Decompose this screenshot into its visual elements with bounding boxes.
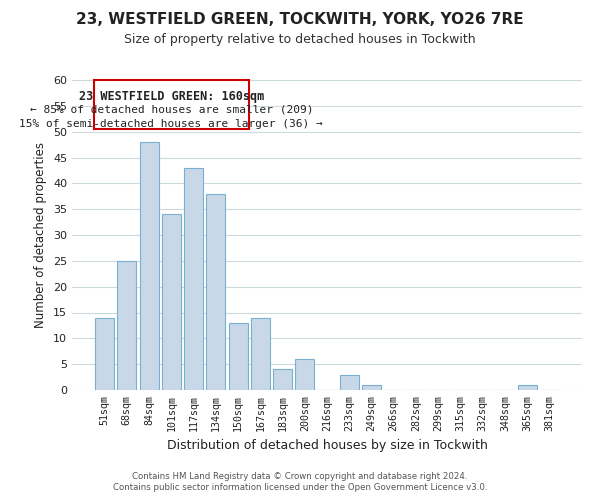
Bar: [340, 374, 359, 390]
Text: Contains public sector information licensed under the Open Government Licence v3: Contains public sector information licen…: [113, 484, 487, 492]
Bar: [229, 323, 248, 390]
Bar: [140, 142, 158, 390]
Bar: [95, 318, 114, 390]
Text: Contains HM Land Registry data © Crown copyright and database right 2024.: Contains HM Land Registry data © Crown c…: [132, 472, 468, 481]
Bar: [518, 385, 536, 390]
Bar: [206, 194, 225, 390]
Bar: [162, 214, 181, 390]
Bar: [251, 318, 270, 390]
Bar: [362, 385, 381, 390]
Text: Size of property relative to detached houses in Tockwith: Size of property relative to detached ho…: [124, 32, 476, 46]
FancyBboxPatch shape: [94, 80, 249, 129]
Text: 15% of semi-detached houses are larger (36) →: 15% of semi-detached houses are larger (…: [19, 118, 323, 128]
Bar: [295, 359, 314, 390]
X-axis label: Distribution of detached houses by size in Tockwith: Distribution of detached houses by size …: [167, 439, 487, 452]
Bar: [273, 370, 292, 390]
Text: 23, WESTFIELD GREEN, TOCKWITH, YORK, YO26 7RE: 23, WESTFIELD GREEN, TOCKWITH, YORK, YO2…: [76, 12, 524, 28]
Text: 23 WESTFIELD GREEN: 160sqm: 23 WESTFIELD GREEN: 160sqm: [79, 90, 264, 104]
Text: ← 85% of detached houses are smaller (209): ← 85% of detached houses are smaller (20…: [29, 105, 313, 115]
Bar: [184, 168, 203, 390]
Bar: [118, 261, 136, 390]
Y-axis label: Number of detached properties: Number of detached properties: [34, 142, 47, 328]
